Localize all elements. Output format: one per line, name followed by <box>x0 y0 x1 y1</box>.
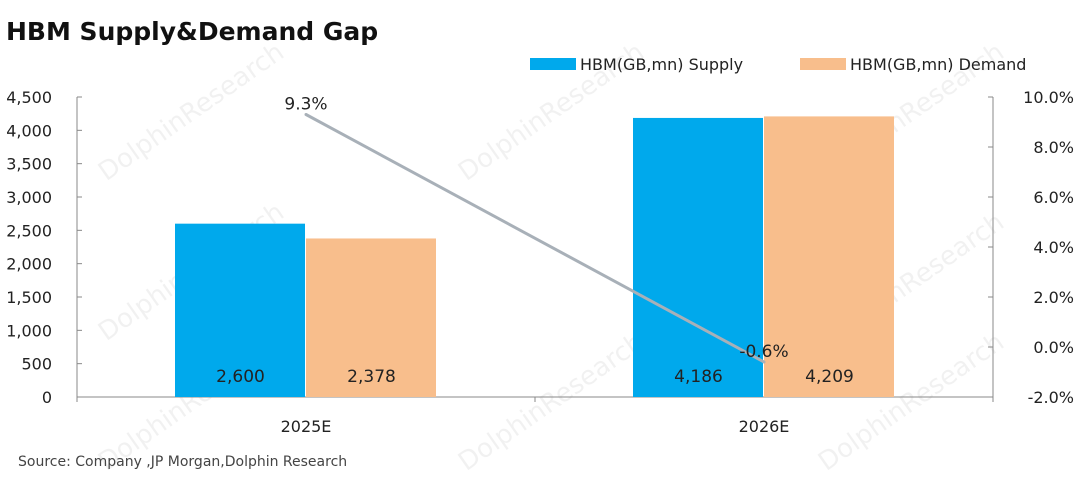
legend-swatch <box>530 58 576 70</box>
watermark-text: DolphinResearch <box>93 37 290 187</box>
gap-data-label: 9.3% <box>284 95 327 115</box>
legend-label: HBM(GB,mn) Supply <box>580 55 743 74</box>
x-tick-label: 2025E <box>281 417 332 436</box>
bar-supply <box>175 223 305 397</box>
right-tick-label: 0.0% <box>1033 338 1074 357</box>
left-tick-label: 500 <box>21 355 52 374</box>
gap-line <box>305 113 765 364</box>
bar-demand <box>306 238 436 397</box>
bar-data-label: 4,186 <box>674 367 723 387</box>
left-tick-label: 3,500 <box>6 155 52 174</box>
bar-data-label: 2,600 <box>216 367 265 387</box>
bars: 2,600 2,378 4,186 4,209 <box>175 116 894 398</box>
legend-swatch <box>800 58 846 70</box>
gap-point <box>762 360 766 364</box>
right-tick-label: 2.0% <box>1033 288 1074 307</box>
left-tick-label: 1,500 <box>6 288 52 307</box>
gap-point <box>304 113 308 116</box>
right-tick-label: 4.0% <box>1033 238 1074 257</box>
left-tick-label: 0 <box>42 388 52 407</box>
left-tick-label: 3,000 <box>6 188 52 207</box>
legend: HBM(GB,mn) Supply HBM(GB,mn) Demand <box>530 55 1026 74</box>
left-tick-label: 2,000 <box>6 255 52 274</box>
gap-data-label: -0.6% <box>739 342 788 362</box>
chart-title: HBM Supply&Demand Gap <box>6 17 378 46</box>
right-tick-label: -2.0% <box>1028 388 1074 407</box>
bar-data-label: 4,209 <box>805 367 854 387</box>
left-tick-label: 4,000 <box>6 121 52 140</box>
right-tick-label: 10.0% <box>1023 88 1074 107</box>
bar-demand <box>764 116 894 398</box>
x-tick-label: 2026E <box>739 417 790 436</box>
watermark-text: DolphinResearch <box>453 327 650 477</box>
left-tick-label: 2,500 <box>6 221 52 240</box>
left-tick-label: 4,500 <box>6 88 52 107</box>
legend-label: HBM(GB,mn) Demand <box>850 55 1026 74</box>
source-note: Source: Company ,JP Morgan,Dolphin Resea… <box>18 454 347 470</box>
right-tick-label: 8.0% <box>1033 138 1074 157</box>
right-tick-label: 6.0% <box>1033 188 1074 207</box>
line-series: 9.3% -0.6% <box>284 95 789 364</box>
bar-data-label: 2,378 <box>347 367 396 387</box>
left-tick-label: 1,000 <box>6 321 52 340</box>
